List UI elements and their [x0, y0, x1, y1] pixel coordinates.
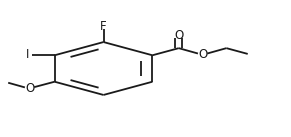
Text: O: O: [25, 82, 34, 95]
Text: O: O: [198, 48, 207, 61]
Text: O: O: [174, 29, 183, 42]
Text: F: F: [100, 20, 107, 33]
Text: I: I: [25, 48, 29, 61]
